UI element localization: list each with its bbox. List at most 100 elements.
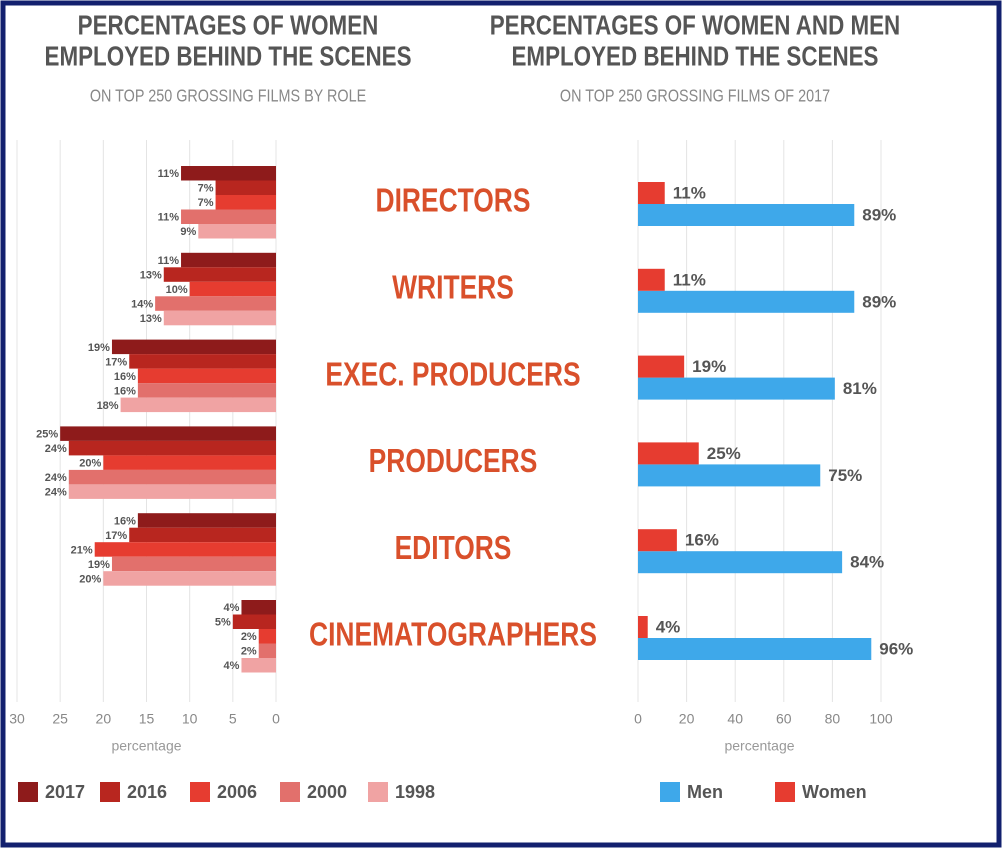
legend-label: 2006	[217, 782, 257, 802]
value-label: 14%	[131, 298, 153, 310]
legend-swatch	[775, 782, 795, 802]
bar	[103, 571, 276, 586]
bar	[94, 542, 276, 557]
value-label: 9%	[180, 226, 196, 238]
x-tick-label: 40	[727, 711, 743, 727]
value-label: 24%	[45, 472, 67, 484]
value-label: 24%	[45, 443, 67, 455]
bar	[241, 658, 276, 673]
value-label: 96%	[879, 639, 913, 658]
bar	[198, 224, 276, 239]
chart-title: EMPLOYED BEHIND THE SCENES	[511, 41, 878, 72]
bar	[103, 455, 276, 470]
x-tick-label: 20	[96, 711, 112, 727]
legend-swatch	[660, 782, 680, 802]
bar	[111, 339, 276, 355]
bar	[638, 182, 665, 204]
x-tick-label: 10	[182, 711, 198, 727]
value-label: 24%	[45, 487, 67, 499]
x-tick-label: 20	[679, 711, 695, 727]
value-label: 21%	[71, 544, 93, 556]
value-label: 13%	[140, 269, 162, 281]
chart-title: EMPLOYED BEHIND THE SCENES	[44, 41, 411, 72]
bar	[137, 368, 276, 384]
legend-label: Women	[802, 782, 867, 802]
category-label: DIRECTORS	[376, 183, 531, 219]
legend-label: Men	[687, 782, 723, 802]
category-label: WRITERS	[392, 270, 514, 306]
chart-title: PERCENTAGES OF WOMEN AND MEN	[490, 10, 900, 41]
bar	[181, 166, 276, 181]
value-label: 17%	[105, 356, 127, 368]
value-label: 5%	[215, 617, 231, 629]
value-label: 84%	[850, 553, 884, 572]
bar	[638, 464, 821, 487]
bar	[111, 556, 276, 572]
value-label: 11%	[158, 255, 180, 267]
bar	[181, 252, 276, 268]
bar	[60, 426, 276, 441]
legend-label: 2016	[127, 782, 167, 802]
x-tick-label: 60	[776, 711, 792, 727]
bar	[638, 290, 855, 313]
x-tick-label: 30	[9, 711, 25, 727]
value-label: 11%	[158, 168, 180, 180]
value-label: 19%	[88, 342, 110, 354]
value-label: 17%	[105, 530, 127, 542]
x-tick-label: 80	[825, 711, 841, 727]
bar	[129, 354, 276, 369]
bar	[241, 600, 276, 615]
bar	[120, 397, 276, 413]
value-label: 4%	[224, 602, 240, 614]
category-label: CINEMATOGRAPHERS	[309, 617, 597, 653]
value-label: 7%	[198, 197, 214, 209]
value-label: 19%	[692, 357, 726, 376]
value-label: 81%	[843, 379, 877, 398]
bar	[68, 440, 276, 456]
value-label: 16%	[114, 371, 136, 383]
value-label: 2%	[241, 631, 257, 643]
value-label: 2%	[241, 646, 257, 658]
legend-swatch	[280, 782, 300, 802]
value-label: 11%	[673, 183, 706, 202]
value-label: 4%	[656, 617, 681, 636]
legend-label: 2017	[45, 782, 85, 802]
chart-subtitle: ON TOP 250 GROSSING FILMS OF 2017	[560, 86, 830, 106]
bar	[638, 616, 648, 638]
bar	[638, 551, 843, 574]
value-label: 89%	[862, 205, 896, 224]
bar	[638, 529, 677, 552]
legend-label: 2000	[307, 782, 347, 802]
value-label: 11%	[673, 270, 706, 289]
chart-title: PERCENTAGES OF WOMEN	[78, 10, 379, 41]
bar	[215, 180, 276, 195]
bar	[68, 469, 276, 485]
value-label: 20%	[79, 573, 101, 585]
x-tick-label: 100	[869, 711, 893, 727]
chart-subtitle: ON TOP 250 GROSSING FILMS BY ROLE	[90, 86, 366, 106]
category-label: EDITORS	[395, 530, 512, 566]
bar	[638, 442, 699, 465]
bar	[181, 209, 276, 224]
x-tick-label: 0	[634, 711, 642, 727]
bar	[258, 629, 276, 644]
value-label: 10%	[166, 284, 188, 296]
x-tick-label: 0	[272, 711, 280, 727]
value-label: 19%	[88, 559, 110, 571]
value-label: 18%	[97, 400, 119, 412]
bar	[189, 281, 276, 297]
legend-swatch	[190, 782, 210, 802]
bar	[163, 310, 276, 326]
category-label: EXEC. PRODUCERS	[325, 357, 580, 393]
legend-swatch	[100, 782, 120, 802]
legend-label: 1998	[395, 782, 435, 802]
bar	[638, 204, 855, 226]
legend-swatch	[18, 782, 38, 802]
value-label: 89%	[862, 292, 896, 311]
value-label: 16%	[114, 515, 136, 527]
value-label: 4%	[224, 660, 240, 672]
x-axis-label: percentage	[111, 738, 181, 754]
legend-swatch	[368, 782, 388, 802]
value-label: 25%	[36, 429, 58, 441]
